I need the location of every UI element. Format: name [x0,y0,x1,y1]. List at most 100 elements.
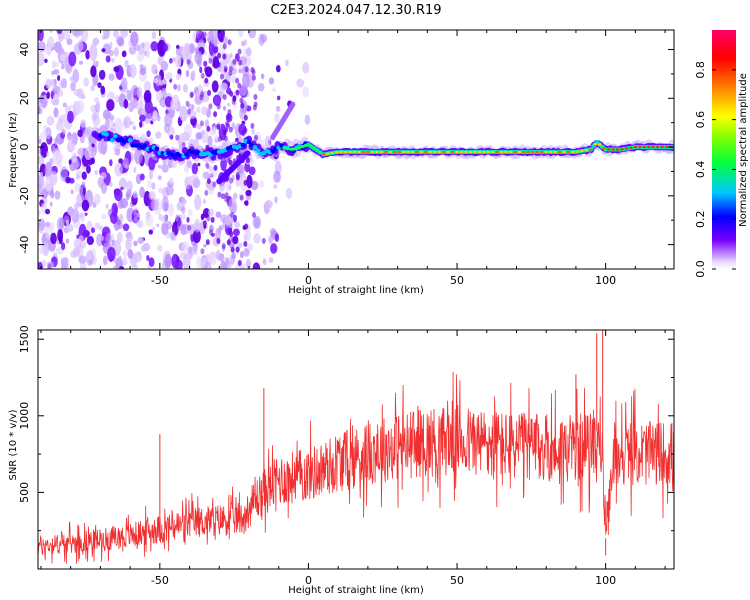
spectrogram-xtick-label: -50 [151,274,169,287]
noise-blob [61,63,65,70]
noise-blob [146,254,150,262]
noise-blob [212,61,217,68]
noise-blob [90,65,97,78]
ridge-peak [597,143,602,146]
noise-blob [227,227,232,234]
ridge-peak [325,152,330,155]
noise-blob [262,258,267,266]
noise-blob [182,83,188,93]
ridge-peak [446,150,450,154]
ridge-peak [486,150,491,154]
noise-blob [39,142,49,158]
ridge-peak [588,148,593,151]
noise-blob [194,50,203,65]
spectrogram-ytick-label: 40 [18,43,31,57]
noise-blob [58,217,65,229]
noise-blob [216,103,221,110]
noise-blob [195,132,203,140]
ridge-peak [624,147,629,150]
noise-blob [244,66,249,73]
noise-blob [208,103,213,110]
noise-blob [219,82,228,92]
noise-blob [231,98,236,105]
noise-blob [93,145,98,153]
noise-blob [195,90,200,99]
noise-blob [76,100,85,114]
noise-blob [207,135,213,147]
noise-blob [114,188,123,202]
noise-blob [244,223,249,230]
noise-blob [90,84,95,92]
noise-blob [46,91,51,100]
noise-blob [245,249,249,254]
noise-blob [113,30,119,38]
noise-blob [212,123,217,128]
noise-blob [104,141,109,147]
colorbar-tick-label: 0.2 [694,210,707,228]
noise-blob [245,189,252,197]
noise-blob [133,209,137,216]
noise-blob [101,213,107,220]
noise-blob [245,258,252,269]
noise-blob [188,103,193,109]
colorbar-label: Normalized spectral amplitude [738,73,749,227]
noise-blob [79,261,87,269]
ridge-halo [85,126,93,135]
noise-blob [62,102,67,108]
noise-blob [45,78,52,89]
snr-frame [37,329,675,570]
ridge-mid [103,132,109,137]
ridge-peak [611,148,615,151]
noise-blob [227,39,232,46]
noise-blob [243,127,248,134]
ridge-peak [455,150,459,154]
noise-blob [117,37,125,47]
noise-blob [250,180,259,191]
snr-series-line [38,371,674,564]
noise-blob [113,66,120,73]
noise-blob [170,97,179,111]
noise-blob [98,69,106,80]
noise-blob [203,261,212,269]
noise-blob [148,229,153,235]
noise-blob [111,57,115,63]
noise-blob [139,121,143,128]
noise-blob [200,106,209,115]
noise-blob [243,240,248,247]
noise-blob [150,198,159,211]
ridge-peak [477,150,482,154]
noise-blob [260,73,265,80]
noise-blob [130,31,139,47]
noise-blob [157,175,162,181]
noise-blob [127,90,133,102]
noise-blob [61,242,66,251]
noise-blob [91,143,95,148]
ridge-peak [366,150,370,154]
noise-blob [219,253,225,264]
noise-blob [109,41,113,49]
noise-blob [213,164,218,171]
noise-blob [114,147,121,156]
noise-blob [65,223,74,233]
noise-blob [97,82,102,88]
noise-blob [93,193,101,205]
noise-blob [238,68,242,74]
noise-blob [231,122,236,130]
noise-blob [152,110,158,123]
noise-blob [155,131,162,139]
noise-blob [235,171,240,178]
noise-blob [54,190,61,200]
noise-blob [276,95,281,101]
noise-blob [125,192,131,201]
ridge-branch [244,150,251,157]
noise-blob [227,217,234,229]
ridge-peak [580,149,584,153]
noise-blob [136,220,142,228]
noise-blob [186,216,190,223]
spectrogram-xtick-label: 50 [450,274,464,287]
noise-blob [257,83,265,92]
noise-blob [129,63,136,75]
ridge-peak [615,148,620,151]
colorbar-tick-label: 0.8 [694,61,707,79]
noise-blob [56,89,64,98]
